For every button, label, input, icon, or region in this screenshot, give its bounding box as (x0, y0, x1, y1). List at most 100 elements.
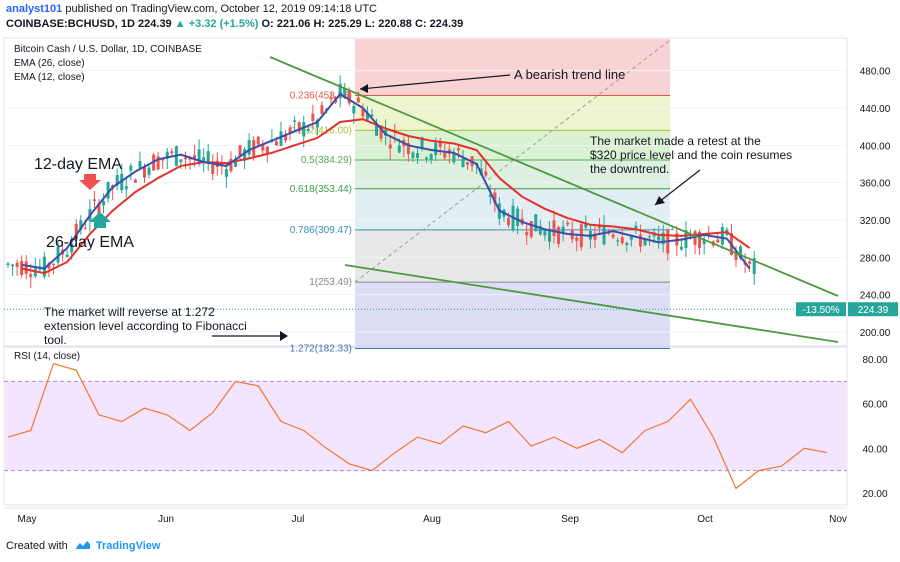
sell-arrow-icon (79, 174, 101, 190)
candle-body (566, 222, 570, 225)
candle-body (734, 252, 738, 260)
candle-body (243, 149, 247, 161)
pct-badge (796, 302, 846, 317)
candle-body (65, 254, 69, 257)
candle-body (739, 246, 743, 259)
retest-note-line3: the downtrend. (590, 162, 669, 176)
candle-body (179, 159, 183, 163)
bearish-trend-label: A bearish trend line (514, 67, 625, 82)
annotations[interactable]: A bearish trend line The market made a re… (34, 67, 792, 347)
candle-body (484, 171, 488, 176)
candle-body (661, 232, 665, 245)
candle-body (247, 140, 251, 155)
candle-body (411, 152, 415, 159)
author-link[interactable]: analyst101 (6, 3, 63, 15)
candle-body (607, 232, 611, 234)
candle-body (138, 161, 142, 169)
candle-body (434, 142, 438, 156)
candle-body (538, 226, 542, 235)
candle-body (547, 228, 551, 242)
candle-body (52, 263, 55, 265)
candle-body (529, 221, 533, 237)
candle-body (161, 158, 165, 161)
candle-body (115, 175, 119, 186)
candle-body (47, 263, 51, 269)
candle-body (106, 181, 110, 199)
published-text: published on TradingView.com, October 12… (65, 3, 377, 15)
candle-body (183, 157, 187, 160)
price-tick-label: 280.00 (860, 253, 891, 264)
price-badge (848, 302, 898, 317)
candle-body (525, 232, 529, 236)
rsi-tick-label: 20.00 (862, 489, 887, 500)
month-tick-label: Oct (697, 514, 713, 525)
candle-body (338, 83, 342, 97)
last-price: 224.39 (138, 18, 172, 30)
candle-body (375, 123, 379, 136)
fib-level-label: 0.382(416.00) (290, 125, 352, 136)
candle-body (20, 260, 24, 276)
candle-body (279, 131, 283, 146)
candle-body (584, 223, 588, 228)
ema-lines (21, 92, 751, 275)
candle-body (534, 214, 538, 232)
candle-body (543, 229, 547, 236)
fib-level-label: 1.272(182.33) (290, 343, 352, 354)
candle-body (670, 228, 674, 230)
candle-body (456, 148, 460, 151)
rsi-line (7, 362, 828, 490)
trend-arrow (359, 74, 511, 90)
ema12-line (21, 92, 751, 270)
month-tick-label: Jul (292, 514, 305, 525)
candle-body (716, 239, 720, 243)
candle-body (256, 136, 260, 145)
candle-body (320, 105, 324, 114)
candle-body (388, 144, 392, 149)
candle-body (347, 90, 351, 104)
month-tick-label: Aug (423, 514, 441, 525)
candle-body (15, 262, 19, 267)
candle-body (720, 227, 724, 245)
candle-body (265, 146, 269, 154)
candle-body (202, 157, 206, 163)
candle-body (416, 153, 419, 158)
candle-body (70, 243, 74, 253)
reverse-note-line3: tool. (44, 333, 67, 347)
month-tick-label: Jun (158, 514, 174, 525)
candle-body (343, 87, 347, 99)
month-tick-label: May (18, 514, 37, 525)
candle-body (165, 151, 169, 159)
candle-body (24, 261, 28, 274)
candle-body (156, 156, 160, 170)
reverse-note-line2: extension level according to Fibonacci (44, 319, 247, 333)
candle-body (274, 141, 278, 146)
candle-body (83, 227, 87, 229)
candle-body (516, 208, 520, 226)
arrow-head-icon (360, 84, 368, 93)
rsi-tick-label: 40.00 (862, 444, 887, 455)
rsi-indicator (4, 362, 847, 490)
price-tick-label: 200.00 (860, 328, 891, 339)
bearish-trend-line (269, 56, 839, 297)
candle-body (261, 144, 265, 151)
candle-body (306, 129, 310, 132)
ema26-callout: 26-day EMA (46, 234, 134, 251)
candle-body (224, 169, 228, 177)
publish-info: analyst101 published on TradingView.com,… (6, 2, 377, 17)
tradingview-brand[interactable]: TradingView (95, 540, 161, 552)
fibonacci-retracement[interactable]: 0.236(453.36) 0.382(416.00) 0.5(384.29) 0.6… (290, 39, 671, 354)
fib-level-label: 0.5(384.29) (301, 155, 352, 166)
candle-body (102, 201, 106, 206)
candle-body (420, 137, 424, 148)
fib-level-label: 1(253.49) (309, 277, 352, 288)
candle-body (365, 112, 369, 120)
fib-zone-top (355, 39, 670, 96)
candle-body (288, 127, 292, 134)
trend-lines[interactable] (269, 56, 839, 343)
retest-arrow (654, 169, 701, 206)
price-badge-label: 224.39 (858, 305, 889, 316)
support-trend-line (344, 264, 839, 343)
price-tick-label: 360.00 (860, 179, 891, 190)
candle-body (425, 157, 429, 160)
fib-zone (355, 282, 670, 349)
